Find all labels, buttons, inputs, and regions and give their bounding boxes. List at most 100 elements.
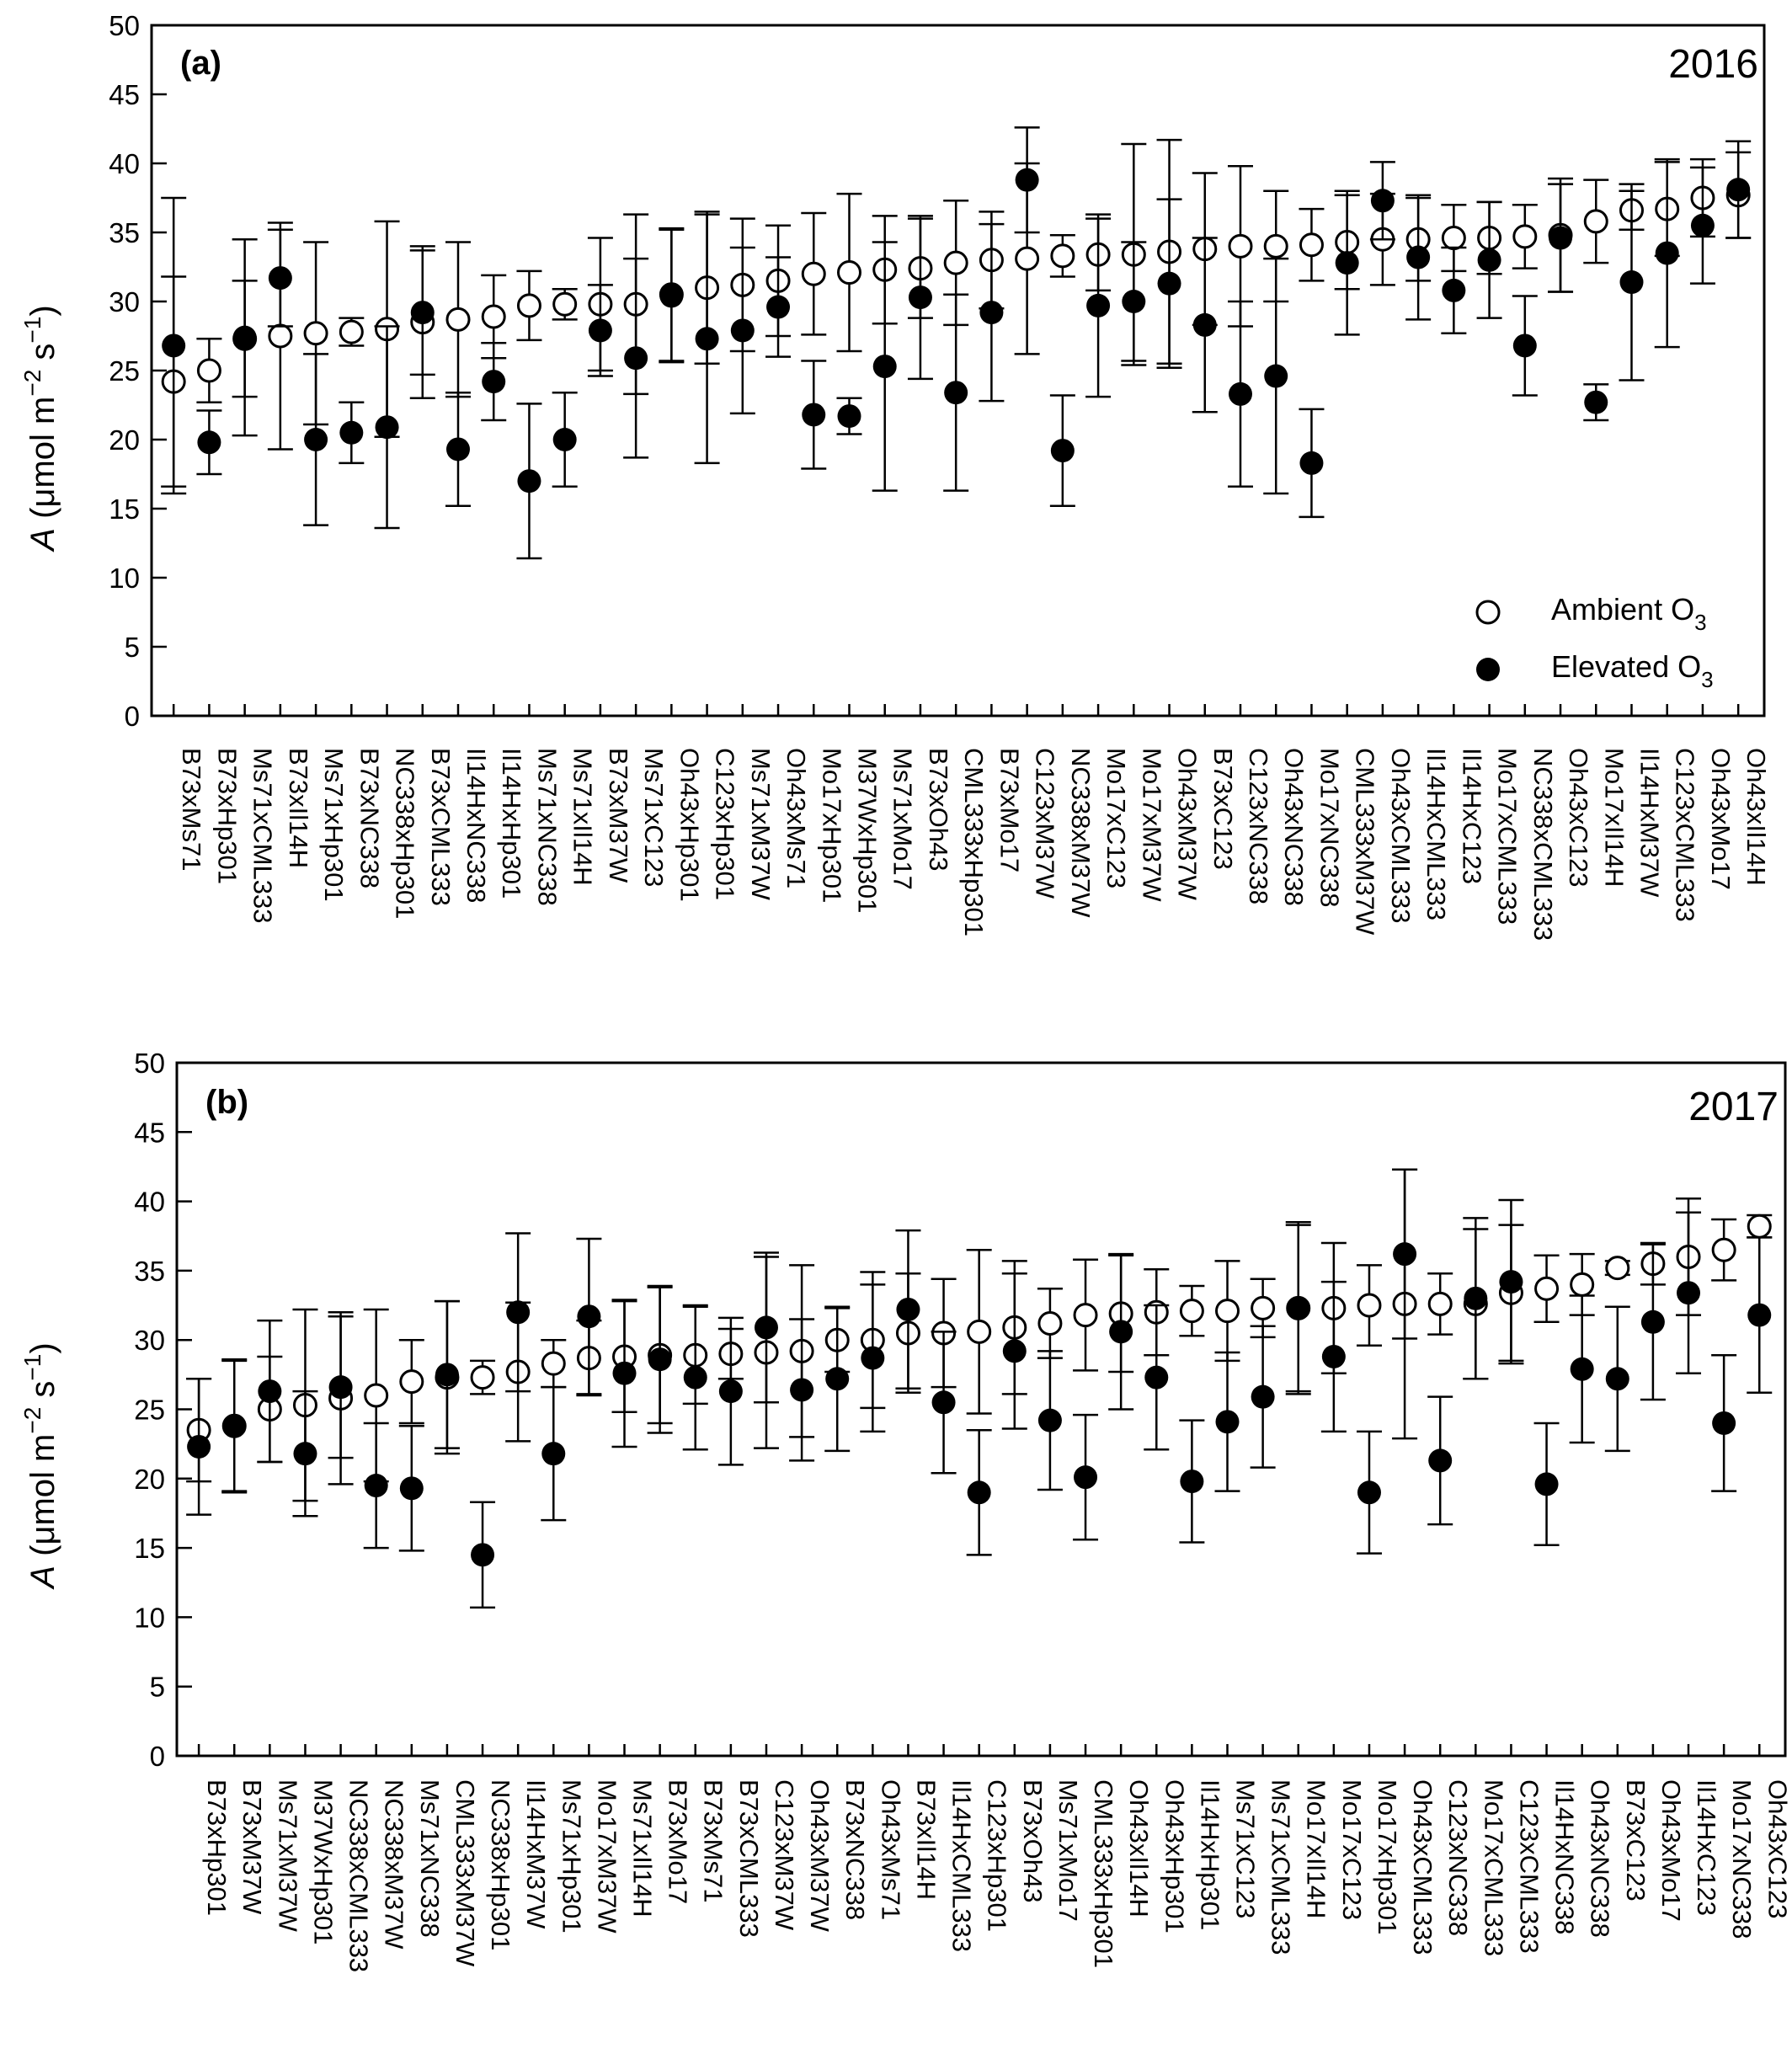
x-category-label: Il14HxHp301 [1195, 1779, 1224, 1930]
point-ambient [1570, 1272, 1595, 1297]
point-elevated [837, 404, 861, 429]
y-tick-label: 10 [134, 1602, 165, 1633]
point-elevated [1534, 1472, 1559, 1496]
x-category-label: Oh43xIl14H [1741, 748, 1771, 886]
x-category-label: Mo17xHp301 [1373, 1779, 1402, 1934]
x-category-label: B73xM37W [237, 1779, 267, 1915]
x-category-label: Il14HxM37W [1635, 748, 1664, 898]
x-category-label: NC338xCML333 [1528, 748, 1558, 941]
y-tick-label: 25 [134, 1395, 165, 1426]
x-category-label: NC338xHp301 [391, 748, 420, 919]
x-category-label: Oh43xMo17 [1656, 1779, 1686, 1922]
x-category-label: B73xIl14H [911, 1779, 941, 1900]
point-elevated [1512, 333, 1537, 358]
point-ambient [481, 304, 506, 329]
x-category-label: C123xM37W [770, 1779, 799, 1931]
point-elevated [1074, 1465, 1098, 1490]
point-elevated [364, 1474, 388, 1498]
point-elevated [1442, 278, 1466, 302]
point-elevated [1180, 1470, 1204, 1494]
point-elevated [339, 420, 364, 445]
y-tick-label: 40 [109, 148, 140, 179]
point-elevated [944, 381, 968, 405]
point-elevated [1157, 271, 1181, 296]
x-category-label: B73xNC338 [840, 1779, 870, 1920]
x-category-label: B73xMs71 [177, 748, 206, 871]
x-category-label: B73xM37W [604, 748, 633, 883]
point-elevated [872, 355, 897, 379]
point-elevated [1215, 1410, 1240, 1434]
point-elevated [541, 1442, 566, 1466]
point-ambient [1512, 224, 1538, 249]
series-elevated [186, 1168, 1773, 1609]
x-category-label: Mo17xIl14H [1599, 748, 1629, 887]
x-category-label: Oh43xMs71 [876, 1779, 905, 1920]
point-ambient [1583, 209, 1608, 234]
point-ambient [339, 319, 364, 344]
x-category-label: C123xHp301 [711, 748, 740, 900]
point-ambient [836, 260, 861, 285]
point-elevated [979, 301, 1004, 325]
point-elevated [1584, 390, 1608, 414]
x-category-label: CML333xM37W [1351, 748, 1380, 936]
y-tick-label: 20 [134, 1464, 165, 1495]
point-elevated [1086, 293, 1111, 317]
x-category-label: CML333xM37W [451, 1779, 480, 1967]
x-category-label: Oh43xMo17 [1706, 748, 1736, 890]
x-category-label: M37WxHp301 [308, 1779, 338, 1944]
point-elevated [1228, 381, 1252, 406]
point-elevated [754, 1315, 778, 1340]
point-ambient [445, 307, 471, 332]
x-category-label: CML333xHp301 [1089, 1779, 1118, 1968]
point-elevated [1549, 226, 1573, 250]
point-elevated [1192, 312, 1217, 337]
point-elevated [258, 1379, 282, 1404]
y-tick-label: 50 [134, 1048, 165, 1079]
point-elevated [162, 333, 186, 358]
point-elevated [802, 403, 826, 427]
point-elevated [506, 1300, 531, 1325]
x-category-label: Mo17xIl14H [1302, 1779, 1331, 1918]
point-ambient [1073, 1303, 1098, 1328]
point-elevated [1677, 1281, 1701, 1305]
series-elevated [161, 126, 1752, 560]
panel-a-letter: (a) [180, 45, 221, 82]
point-elevated [861, 1346, 885, 1370]
point-elevated [1605, 1367, 1629, 1391]
y-tick-label: 45 [134, 1117, 165, 1148]
point-ambient [967, 1319, 992, 1344]
x-category-label: B73xHp301 [202, 1779, 232, 1916]
point-elevated [328, 1375, 353, 1400]
point-ambient [1357, 1293, 1382, 1318]
point-elevated [232, 325, 257, 349]
x-category-label: Ms71xC123 [1231, 1779, 1261, 1918]
point-elevated [1464, 1286, 1488, 1310]
point-elevated [1109, 1320, 1133, 1344]
point-ambient [1050, 243, 1075, 269]
point-ambient [1215, 1299, 1240, 1324]
point-elevated [1050, 439, 1075, 463]
point-elevated [1690, 213, 1715, 237]
x-category-label: Mo17xCML333 [1493, 748, 1523, 925]
x-category-label: Mo17xNC338 [1727, 1779, 1757, 1939]
y-tick-label: 0 [125, 701, 140, 732]
x-category-label: Il14HxCML333 [947, 1779, 977, 1952]
y-tick-label: 25 [109, 355, 140, 387]
point-elevated [1393, 1242, 1417, 1267]
y-tick-label: 5 [125, 632, 140, 663]
point-ambient [364, 1383, 389, 1408]
x-category-label: C123xNC338 [1244, 748, 1273, 904]
point-elevated [399, 1476, 424, 1501]
x-category-label: Oh43xCML333 [1408, 1779, 1437, 1955]
point-elevated [1144, 1365, 1169, 1390]
x-category-label: C123xCML333 [1671, 748, 1700, 922]
point-elevated [1747, 1303, 1772, 1327]
x-category-label: Ms71xM37W [746, 748, 776, 901]
panel-b-y-axis-label: A (μmol m−2 s−1) [19, 1342, 61, 1589]
point-elevated [1015, 168, 1039, 192]
x-category-label: NC338xCML333 [344, 1779, 374, 1972]
point-ambient [1427, 1291, 1453, 1316]
